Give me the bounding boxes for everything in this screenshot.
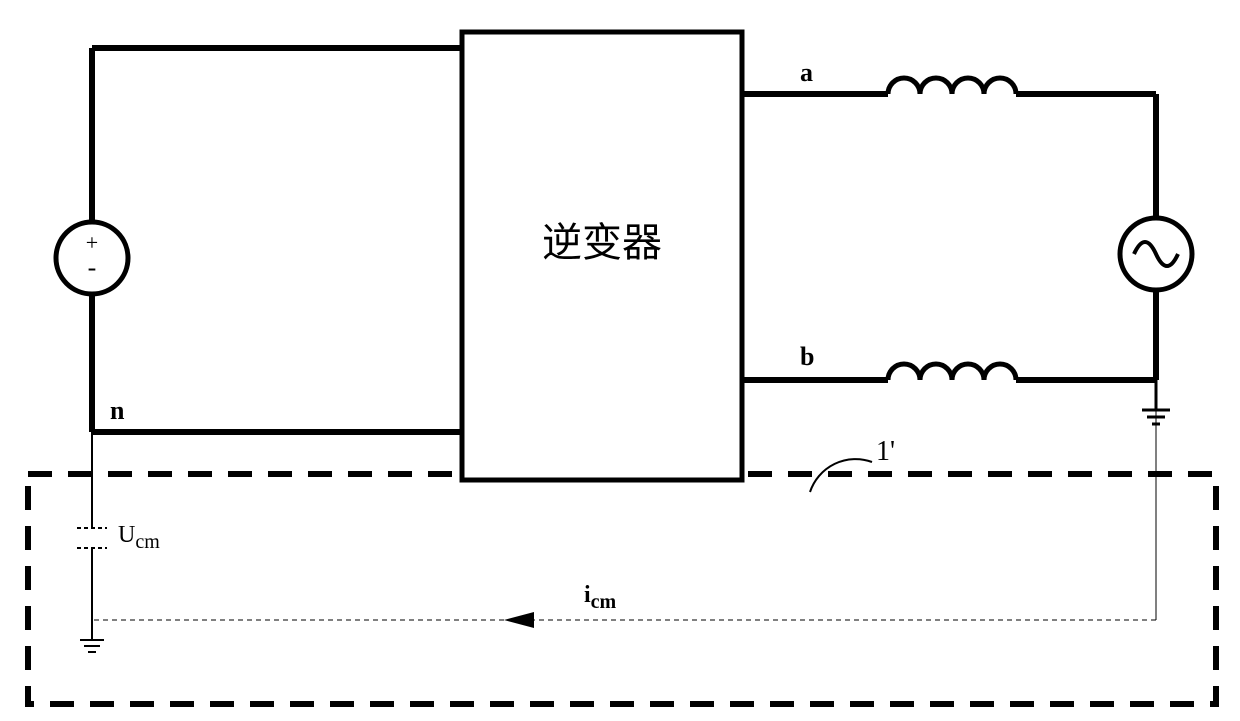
capacitor-ucm-icon <box>77 432 107 620</box>
node-a-label: a <box>800 58 813 88</box>
diagram-canvas: + - <box>0 0 1240 721</box>
inverter-label: 逆变器 <box>462 210 742 268</box>
node-b-label: b <box>800 342 814 372</box>
ground-left-icon <box>80 620 104 652</box>
ucm-label: Ucm <box>118 522 160 554</box>
svg-text:+: + <box>86 230 98 255</box>
svg-text:-: - <box>88 253 97 282</box>
callout-label: 1' <box>876 436 895 468</box>
node-n-label: n <box>110 396 124 426</box>
dashed-region <box>28 474 1216 704</box>
inductor-La-icon <box>888 78 1016 94</box>
icm-label: icm <box>584 582 616 614</box>
inductor-Lb-icon <box>888 364 1016 380</box>
circuit-svg: + - <box>0 0 1240 721</box>
